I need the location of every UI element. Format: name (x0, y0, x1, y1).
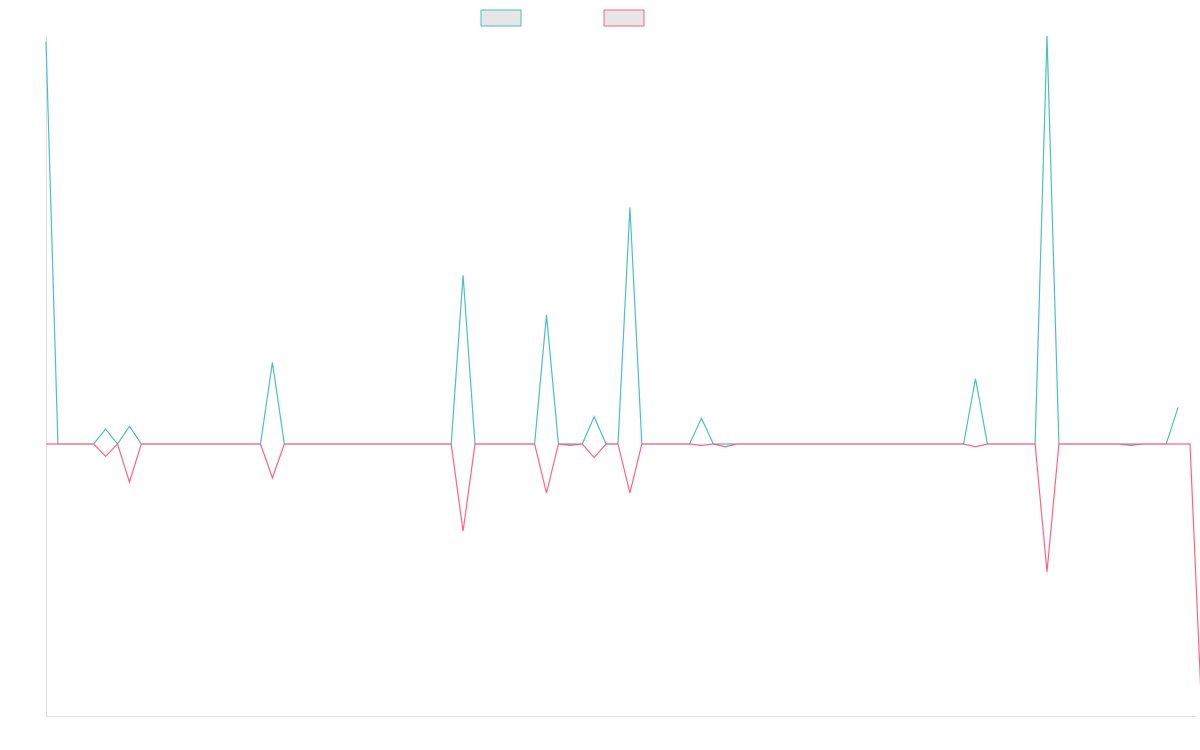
legend-swatch-series-1[interactable] (480, 9, 522, 27)
series-layer (45, 35, 1200, 716)
series-2-line[interactable] (46, 442, 1200, 716)
legend (480, 9, 645, 27)
series-1-line[interactable] (45, 35, 1179, 446)
legend-swatch-series-2[interactable] (603, 9, 645, 27)
plot-area (45, 35, 1200, 717)
